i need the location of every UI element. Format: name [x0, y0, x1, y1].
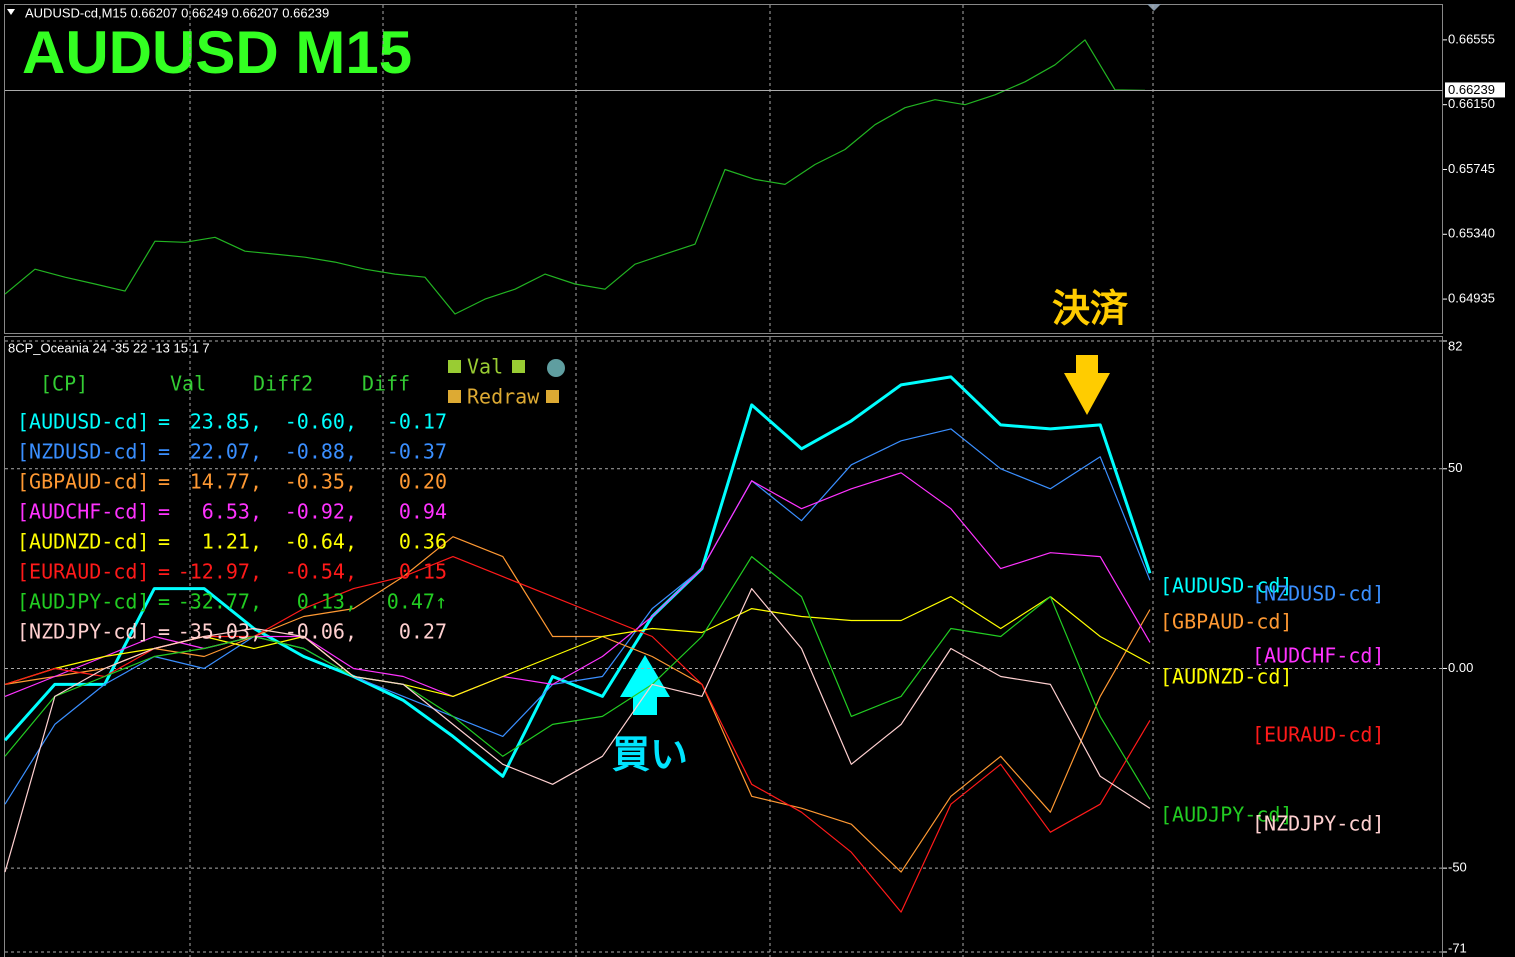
chart-header: AUDUSD-cd,M15 0.66207 0.66249 0.66207 0.…	[25, 5, 329, 20]
y-tick-label: 0.00	[1448, 660, 1473, 675]
table-cell: -0.92,	[285, 500, 357, 524]
series-line	[4, 428, 1151, 805]
table-cell: 23.85,	[190, 410, 262, 434]
table-row-name: [NZDJPY-cd]	[17, 620, 149, 644]
table-cell: -0.88,	[285, 440, 357, 464]
table-header: Diff2	[253, 372, 313, 396]
indicator-title: 8CP_Oceania 24 -35 22 -13 15 1 7	[8, 340, 210, 355]
table-cell: 0.13,	[297, 590, 357, 614]
table-header: Val	[170, 372, 206, 396]
table-cell: =	[158, 500, 170, 524]
y-tick-label: 82	[1448, 338, 1462, 353]
series-line	[4, 555, 1151, 800]
table-row-name: [AUDCHF-cd]	[17, 500, 149, 524]
table-cell: =	[158, 440, 170, 464]
buy-arrow	[620, 655, 670, 715]
series-label: [EURAUD-cd]	[1252, 723, 1384, 747]
table-cell: 1.21,	[202, 530, 262, 554]
table-cell: -12.97,	[178, 560, 262, 584]
series-line	[4, 587, 1151, 873]
y-tick-label: 0.65340	[1448, 226, 1495, 241]
buy-annotation: 買い	[612, 733, 688, 777]
table-row-name: [GBPAUD-cd]	[17, 470, 149, 494]
table-header: Diff	[362, 372, 410, 396]
table-cell: 0.27	[399, 620, 447, 644]
status-redraw: Redraw	[467, 385, 540, 409]
table-cell: -0.06,	[285, 620, 357, 644]
table-header: [CP]	[40, 372, 88, 396]
series-line	[3, 375, 1152, 778]
y-tick-label: 0.66150	[1448, 96, 1495, 111]
table-cell: -0.35,	[285, 470, 357, 494]
series-label: [AUDCHF-cd]	[1252, 644, 1384, 668]
shift-marker	[1147, 4, 1161, 11]
status-swatch	[546, 390, 559, 403]
status-swatch	[448, 360, 461, 373]
table-row-name: [EURAUD-cd]	[17, 560, 149, 584]
exit-arrow	[1064, 355, 1110, 415]
table-cell: 22.07,	[190, 440, 262, 464]
table-cell: =	[158, 560, 170, 584]
table-cell: -0.54,	[285, 560, 357, 584]
table-cell: 0.15	[399, 560, 447, 584]
status-dot	[547, 359, 565, 377]
table-cell: -0.37	[387, 440, 447, 464]
table-cell: -0.64,	[285, 530, 357, 554]
table-cell: -32.77,	[178, 590, 262, 614]
table-cell: =	[158, 590, 170, 614]
menu-triangle[interactable]	[7, 9, 15, 15]
table-cell: 14.77,	[190, 470, 262, 494]
table-cell: 0.20	[399, 470, 447, 494]
status-swatch	[512, 360, 525, 373]
table-cell: -0.17	[387, 410, 447, 434]
status-val: Val	[467, 355, 503, 379]
series-label: [AUDUSD-cd]	[1160, 574, 1292, 598]
current-price-box	[1445, 82, 1505, 98]
table-row-name: [AUDUSD-cd]	[17, 410, 149, 434]
table-cell: -35.03,	[178, 620, 262, 644]
y-tick-label: -50	[1448, 860, 1467, 875]
y-tick-label: 50	[1448, 460, 1462, 475]
chart-title: AUDUSD M15	[22, 19, 412, 86]
table-cell: =	[158, 530, 170, 554]
table-row-name: [AUDNZD-cd]	[17, 530, 149, 554]
table-cell: 0.94	[399, 500, 447, 524]
y-tick-label: -71	[1448, 940, 1467, 955]
table-cell: =	[158, 410, 170, 434]
y-tick-label: 0.65745	[1448, 161, 1495, 176]
series-line	[4, 39, 1146, 315]
table-cell: =	[158, 470, 170, 494]
series-line	[4, 472, 1151, 698]
y-tick-label: 0.64935	[1448, 291, 1495, 306]
table-row-name: [NZDUSD-cd]	[17, 440, 149, 464]
series-label: [GBPAUD-cd]	[1160, 610, 1292, 634]
price-panel-frame	[4, 4, 1443, 334]
y-tick-label: 0.66555	[1448, 31, 1495, 46]
table-row-name: [AUDJPY-cd]	[17, 590, 149, 614]
exit-annotation: 決済	[1052, 287, 1129, 331]
series-label: [AUDNZD-cd]	[1160, 665, 1292, 689]
series-line	[4, 536, 1151, 873]
status-swatch	[448, 390, 461, 403]
table-cell: -0.60,	[285, 410, 357, 434]
series-label: [NZDUSD-cd]	[1252, 582, 1384, 606]
indicator-panel-frame	[4, 336, 1443, 957]
series-label: [NZDJPY-cd]	[1252, 812, 1384, 836]
series-label: [AUDJPY-cd]	[1160, 803, 1292, 827]
current-price-label: 0.66239	[1448, 82, 1495, 97]
table-cell: 6.53,	[202, 500, 262, 524]
table-cell: 0.36	[399, 530, 447, 554]
table-cell: =	[158, 620, 170, 644]
table-cell: 0.47↑	[387, 590, 447, 614]
